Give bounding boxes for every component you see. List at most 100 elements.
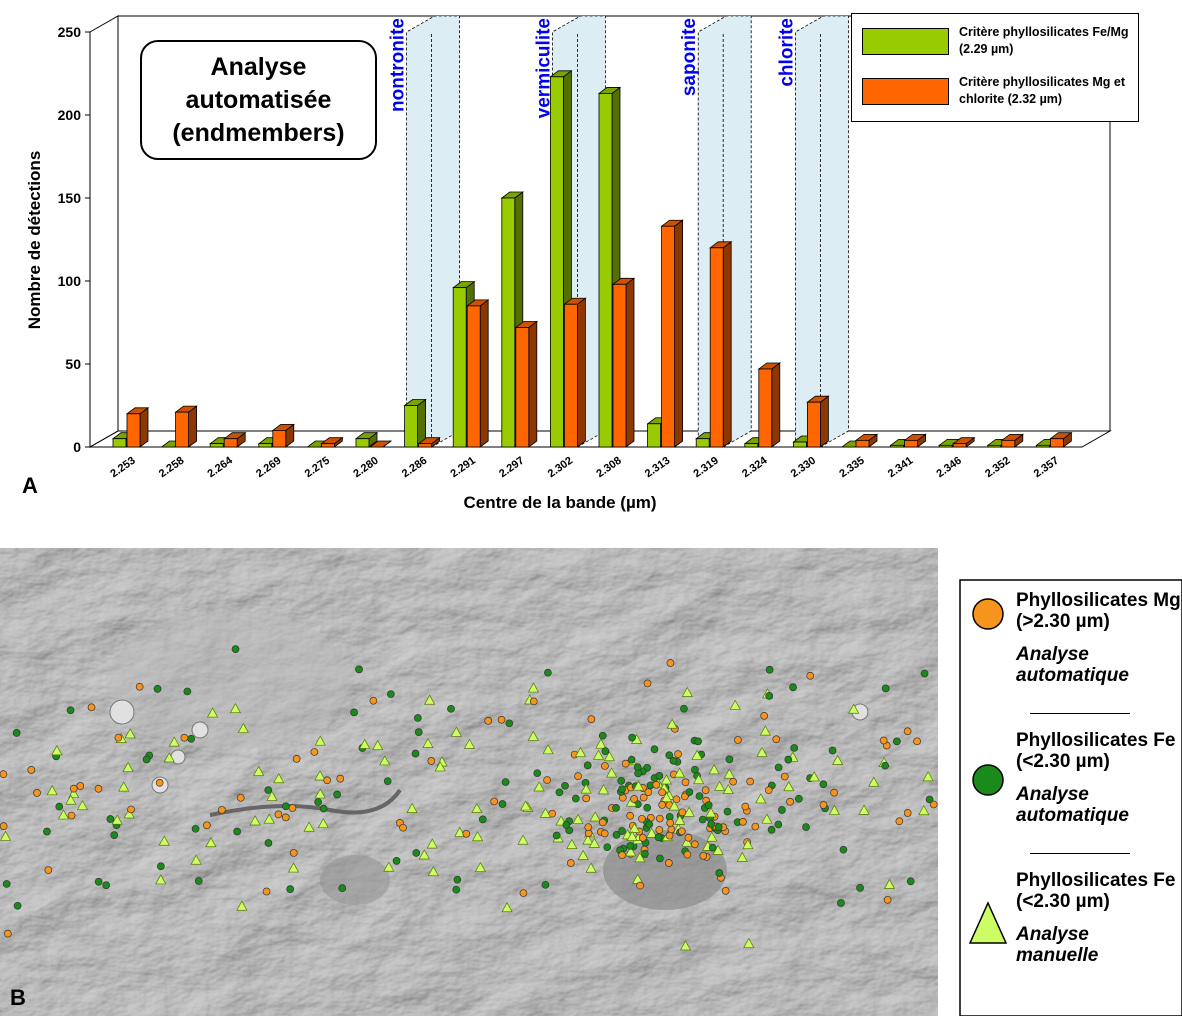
bar xyxy=(209,443,224,448)
map-point xyxy=(544,668,552,677)
bar xyxy=(938,444,953,448)
map-legend-label: Phyllosilicates Mg (>2.30 µm) xyxy=(1016,590,1181,632)
x-tick-label: 2.264 xyxy=(205,454,235,480)
map-point xyxy=(156,862,165,871)
map-point xyxy=(680,704,688,713)
bar xyxy=(807,401,821,448)
map-point xyxy=(658,801,667,809)
map-point xyxy=(725,755,734,764)
map-point xyxy=(784,755,793,764)
map-point xyxy=(323,776,332,785)
map-point xyxy=(665,831,674,840)
map-legend: Phyllosilicates Mg (>2.30 µm) Analyse aut… xyxy=(968,590,1181,1000)
map-point xyxy=(868,776,880,787)
map-point xyxy=(542,744,554,755)
map-point xyxy=(674,750,682,758)
map-point xyxy=(65,794,77,805)
map-point xyxy=(721,887,730,895)
map-point xyxy=(582,794,591,803)
x-tick-label: 2.302 xyxy=(546,455,575,481)
map-point xyxy=(434,761,446,772)
map-point xyxy=(603,843,612,852)
bar xyxy=(515,327,530,448)
map-point xyxy=(541,880,550,889)
map-point xyxy=(262,887,271,896)
map-point xyxy=(786,797,794,806)
map-point xyxy=(742,839,754,850)
x-tick-label: 2.291 xyxy=(448,455,477,481)
map-point xyxy=(447,704,455,713)
map-point xyxy=(669,756,678,765)
map-point xyxy=(571,794,580,803)
map-point xyxy=(314,788,326,799)
symbol xyxy=(972,764,1004,796)
map-point xyxy=(654,833,663,842)
map-point xyxy=(529,697,538,706)
map-point xyxy=(205,837,217,848)
map-point xyxy=(292,755,301,763)
map-point xyxy=(626,830,638,841)
map-point xyxy=(806,671,815,680)
bar xyxy=(223,438,238,448)
map-point xyxy=(122,761,134,772)
bar-side xyxy=(820,395,829,448)
map-point xyxy=(583,761,592,770)
map-point xyxy=(627,755,636,764)
map-point xyxy=(543,776,551,784)
x-tick-label: 2.352 xyxy=(983,455,1012,481)
map-point xyxy=(664,859,673,867)
map-point xyxy=(158,835,170,846)
map-point xyxy=(660,774,672,785)
map-point xyxy=(701,786,710,795)
map-point xyxy=(566,859,575,867)
bar xyxy=(758,368,773,448)
legend-item: Critère phyllosilicates Fe/Mg (2.29 µm) xyxy=(862,24,1135,58)
mineral-band xyxy=(406,15,461,448)
mineral-label: nontronite xyxy=(388,18,409,112)
map-point xyxy=(828,746,837,755)
map-legend-text: Phyllosilicates Fe (<2.30 µm) Analyse man… xyxy=(1016,870,1181,1000)
bar xyxy=(709,247,724,448)
map-point xyxy=(679,940,692,951)
annotation: Analyse automatisée (endmembers) xyxy=(172,52,345,147)
map-point xyxy=(704,801,713,809)
map-point xyxy=(314,798,322,806)
map-point xyxy=(617,777,626,785)
map-point xyxy=(43,827,51,836)
bar xyxy=(320,443,335,448)
bar-side xyxy=(139,406,149,448)
bar xyxy=(904,439,918,448)
separator xyxy=(1030,713,1130,714)
map-point xyxy=(881,761,889,770)
volcano xyxy=(109,699,135,725)
map-point xyxy=(879,736,888,745)
map-point xyxy=(808,771,820,782)
map-point xyxy=(881,684,890,693)
map-point xyxy=(584,823,593,832)
y-tick-label: 200 xyxy=(58,107,82,123)
map-point xyxy=(263,813,275,824)
map-point xyxy=(723,768,735,779)
map-point xyxy=(612,831,621,839)
map-point xyxy=(520,800,532,811)
map-point xyxy=(683,850,692,859)
bar xyxy=(258,443,273,448)
bar xyxy=(695,438,710,448)
map-point xyxy=(643,803,652,812)
map-point xyxy=(383,777,392,786)
map-point xyxy=(153,685,162,693)
map-legend-text: Phyllosilicates Fe (<2.30 µm) Analyse aut… xyxy=(1016,730,1181,870)
map-point xyxy=(660,792,673,803)
map-point xyxy=(87,703,96,712)
bar xyxy=(404,405,419,448)
map-point xyxy=(273,773,285,784)
map-point xyxy=(369,696,378,705)
bar xyxy=(952,443,967,448)
map-point xyxy=(639,793,648,802)
map-points xyxy=(0,645,938,951)
map-point xyxy=(672,795,681,804)
map-point xyxy=(585,862,597,873)
map-point xyxy=(819,801,828,809)
map-point xyxy=(118,781,130,792)
map-point xyxy=(57,809,70,820)
